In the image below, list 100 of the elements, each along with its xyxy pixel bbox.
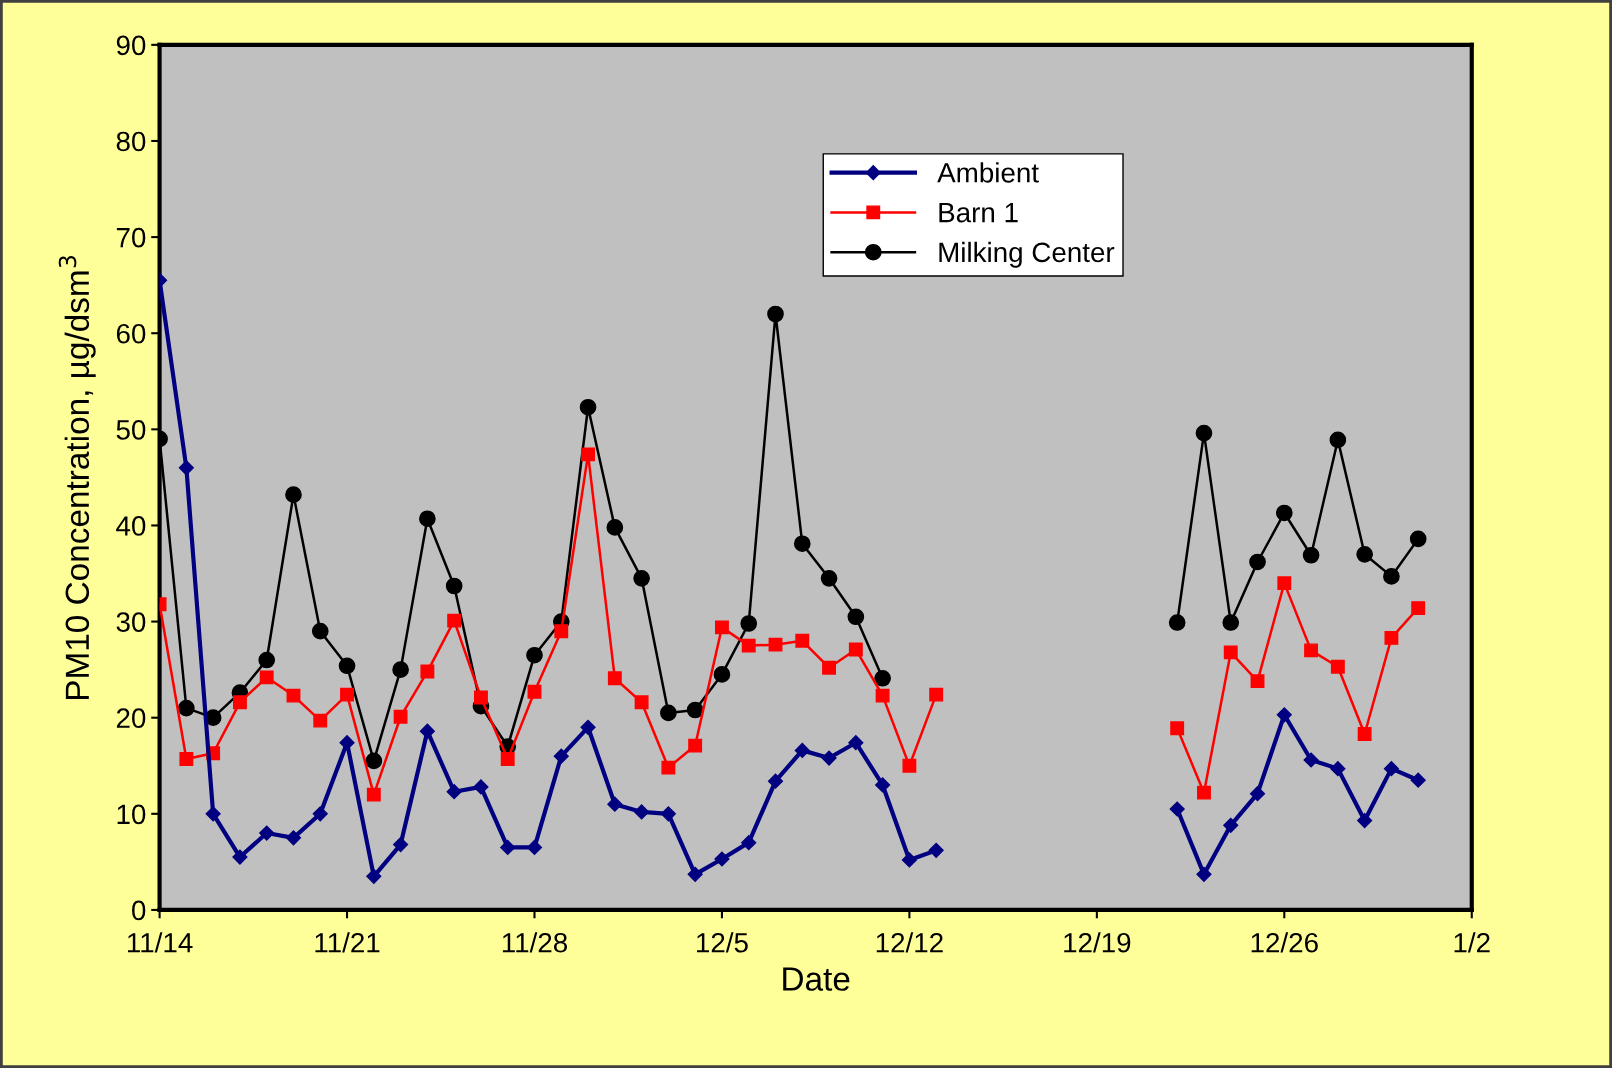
point xyxy=(392,661,409,678)
point xyxy=(445,577,463,595)
point xyxy=(1170,721,1185,736)
point xyxy=(366,868,382,884)
point xyxy=(1277,576,1292,591)
point xyxy=(313,713,328,728)
point xyxy=(1304,643,1319,658)
point xyxy=(1169,801,1185,817)
x-tick-label: 12/19 xyxy=(1064,932,1131,953)
point xyxy=(1249,553,1266,571)
legend-label: Milking Center xyxy=(939,241,1115,268)
point xyxy=(258,651,276,669)
x-tick-label: 11/21 xyxy=(315,932,380,953)
y-tick-label: 40 xyxy=(116,516,146,536)
point xyxy=(393,709,408,724)
point xyxy=(902,758,917,773)
y-tick-label: 50 xyxy=(116,420,146,440)
point xyxy=(311,622,329,640)
point xyxy=(1168,614,1186,631)
point xyxy=(767,773,784,789)
point xyxy=(338,657,356,675)
point xyxy=(793,535,811,553)
point xyxy=(713,666,731,683)
point xyxy=(365,752,383,770)
point xyxy=(606,519,624,536)
point xyxy=(447,613,462,628)
point xyxy=(232,849,248,865)
point xyxy=(874,669,891,687)
y-tick-label: 70 xyxy=(116,227,146,248)
point xyxy=(553,748,569,764)
point xyxy=(527,684,542,699)
point xyxy=(393,837,409,853)
y-tick-label: 60 xyxy=(116,323,146,344)
point xyxy=(554,624,569,639)
x-tick-label: 1/2 xyxy=(1454,932,1490,953)
point xyxy=(741,835,757,851)
point xyxy=(687,866,703,882)
point xyxy=(1222,614,1240,631)
point xyxy=(473,690,488,705)
point xyxy=(419,723,435,739)
point xyxy=(901,852,917,868)
point xyxy=(581,447,595,462)
x-tick-label: 12/12 xyxy=(876,932,943,953)
x-axis-title: Date xyxy=(783,967,850,991)
point xyxy=(500,752,515,766)
point xyxy=(660,704,677,722)
point xyxy=(579,398,597,416)
point xyxy=(420,664,435,679)
y-tick-label: 20 xyxy=(116,708,146,729)
point xyxy=(285,486,302,504)
point xyxy=(1330,659,1345,674)
point xyxy=(740,615,758,632)
point xyxy=(661,760,676,775)
point xyxy=(580,719,596,735)
point xyxy=(821,750,837,766)
point xyxy=(446,784,462,800)
point xyxy=(179,752,194,766)
point xyxy=(259,670,274,685)
point xyxy=(822,660,837,675)
point xyxy=(340,687,354,702)
point xyxy=(928,842,944,858)
point xyxy=(848,642,863,657)
point xyxy=(715,620,729,635)
point xyxy=(607,671,622,686)
x-tick-label: 12/26 xyxy=(1251,932,1318,953)
point xyxy=(660,806,676,822)
y-tick-label: 80 xyxy=(116,131,146,152)
point xyxy=(768,637,783,652)
y-axis-title: PM10 Concentration, µg/dsm$^{3}$ xyxy=(58,256,96,699)
point xyxy=(1330,761,1346,777)
point xyxy=(205,806,221,822)
point xyxy=(285,830,302,846)
point xyxy=(1383,568,1400,585)
point xyxy=(1302,546,1320,564)
point xyxy=(847,608,865,626)
point xyxy=(741,638,756,653)
point xyxy=(820,569,838,587)
point xyxy=(1249,786,1266,802)
point xyxy=(795,633,810,648)
point xyxy=(286,688,301,703)
point xyxy=(1195,424,1213,442)
legend-label: Barn 1 xyxy=(939,203,1018,223)
y-tick-label: 90 xyxy=(116,35,146,56)
point xyxy=(259,825,275,841)
point xyxy=(767,305,784,323)
point xyxy=(1356,545,1373,563)
point xyxy=(500,839,516,856)
point xyxy=(1275,504,1293,522)
point xyxy=(1223,645,1238,660)
point xyxy=(419,510,436,528)
point xyxy=(526,839,543,856)
point xyxy=(794,742,810,758)
point xyxy=(875,688,890,703)
point xyxy=(1357,812,1373,829)
y-tick-label: 10 xyxy=(117,804,146,825)
point xyxy=(178,699,195,717)
point xyxy=(1329,431,1347,449)
point xyxy=(607,796,623,812)
point xyxy=(714,851,730,867)
point xyxy=(366,787,381,802)
